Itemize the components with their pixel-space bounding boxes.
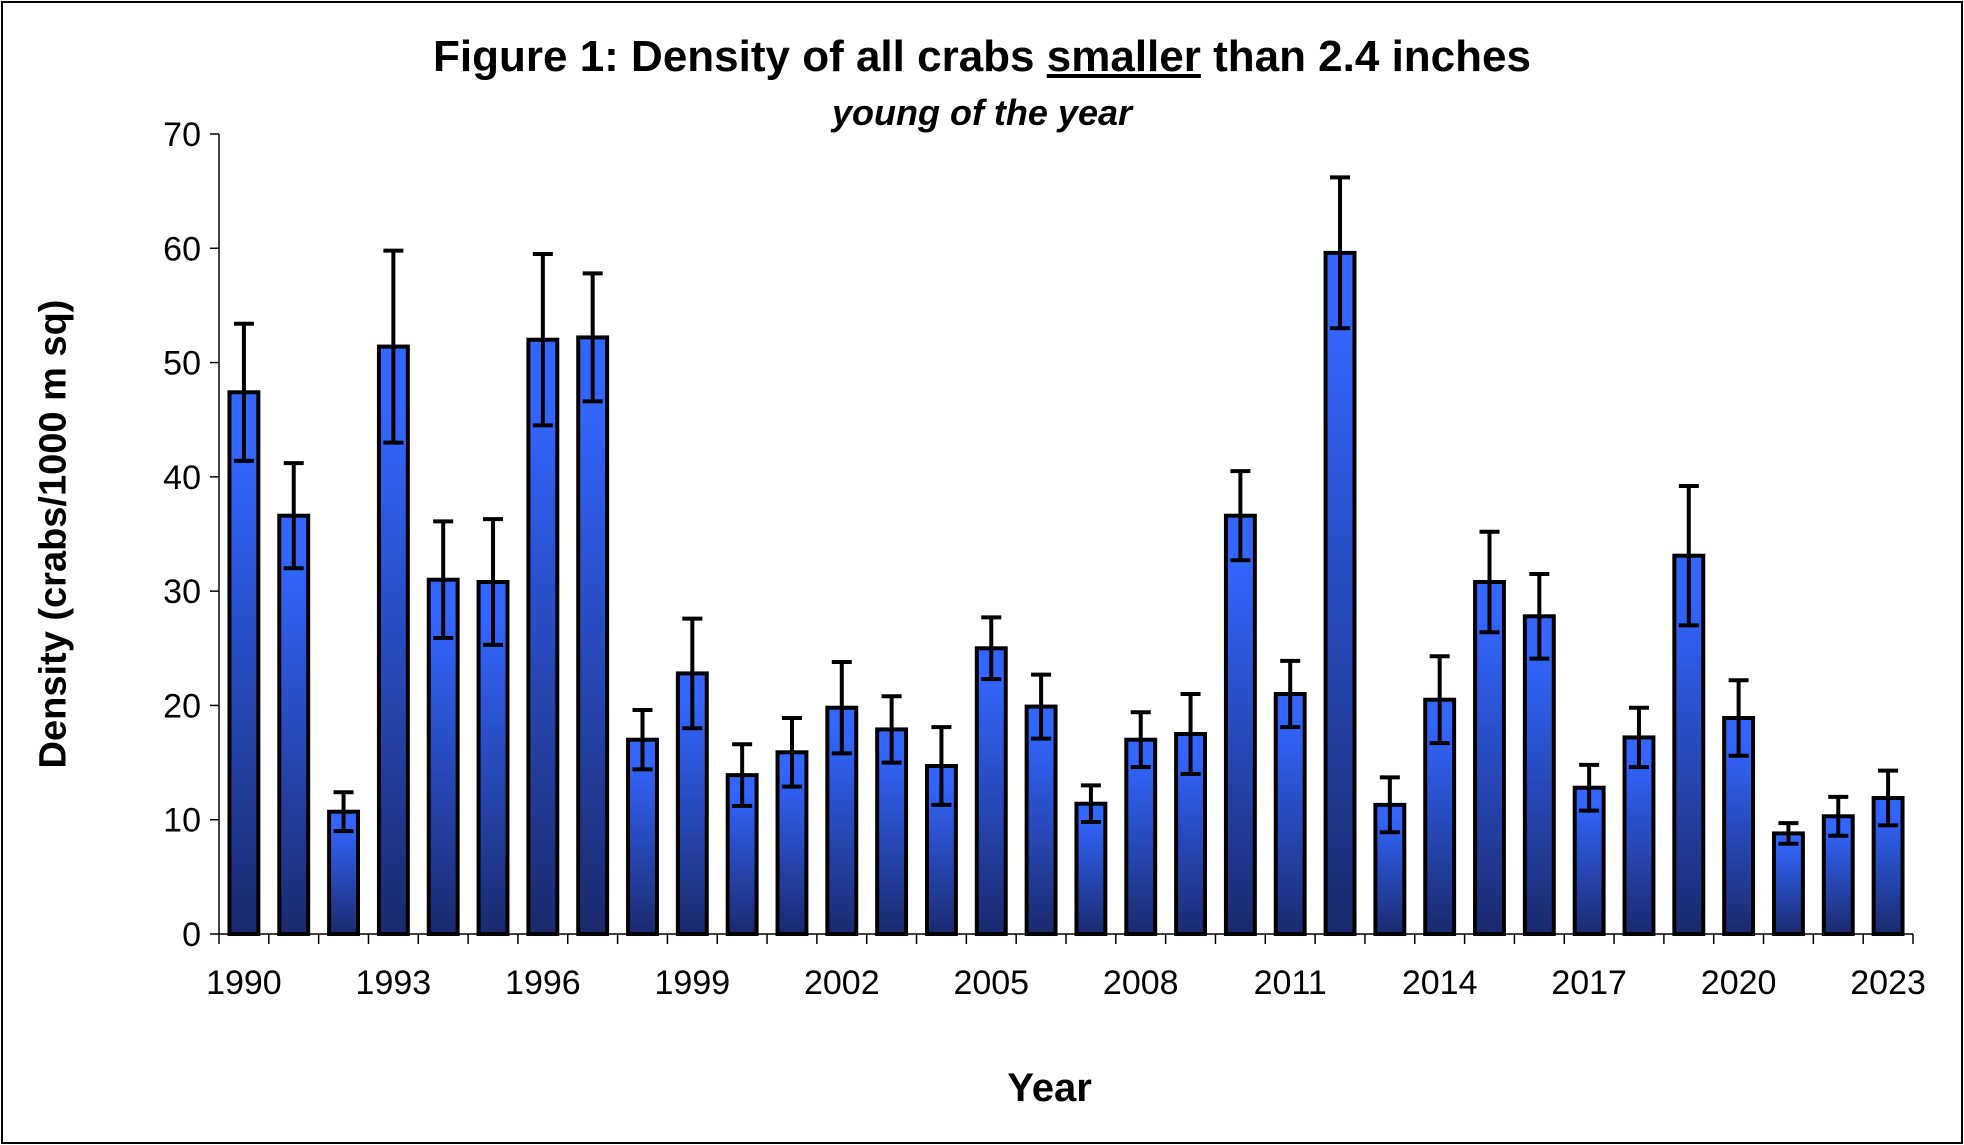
x-axis-label: Year — [1007, 1066, 1092, 1110]
bar-1991 — [277, 513, 311, 936]
x-tick-label: 2017 — [1551, 964, 1627, 1002]
y-tick-label: 40 — [163, 459, 201, 497]
bar-1996 — [526, 337, 560, 936]
chart-title: Figure 1: Density of all crabs smaller t… — [433, 32, 1531, 81]
bar-2023 — [1871, 796, 1905, 936]
x-tick-label: 1993 — [356, 964, 432, 1002]
bar-2015 — [1473, 580, 1506, 936]
y-tick-label: 0 — [182, 916, 201, 954]
y-tick-label: 30 — [163, 573, 201, 611]
bar-2011 — [1273, 692, 1307, 936]
x-tick-label: 2014 — [1402, 964, 1478, 1002]
y-tick-label: 70 — [163, 116, 201, 154]
x-tick-label: 1990 — [206, 964, 282, 1002]
bar-2007 — [1074, 801, 1108, 937]
chart-subtitle: young of the year — [831, 92, 1133, 133]
bar-2021 — [1771, 831, 1805, 937]
x-tick-label: 2011 — [1254, 964, 1327, 1002]
bar-1990 — [227, 390, 261, 936]
y-tick-label: 10 — [163, 802, 201, 840]
bar-2010 — [1223, 513, 1257, 936]
x-tick-label: 2008 — [1103, 964, 1179, 1002]
x-tick-label: 1999 — [655, 964, 731, 1002]
bar-2005 — [974, 646, 1008, 936]
x-tick-label: 2005 — [953, 964, 1029, 1002]
y-tick-label: 50 — [163, 345, 201, 383]
bar-2012 — [1323, 250, 1357, 937]
bar-2006 — [1024, 704, 1058, 936]
x-tick-label: 2002 — [804, 964, 880, 1002]
bar-2008 — [1124, 737, 1158, 937]
x-tick-label: 2020 — [1701, 964, 1777, 1002]
bar-1997 — [576, 335, 610, 936]
y-tick-label: 20 — [163, 687, 201, 725]
x-tick-label: 1996 — [505, 964, 581, 1002]
bar-1999 — [675, 671, 709, 937]
bar-2016 — [1522, 614, 1556, 936]
x-tick-label: 2023 — [1850, 964, 1926, 1002]
y-tick-label: 60 — [163, 230, 201, 268]
bar-2018 — [1622, 735, 1656, 937]
